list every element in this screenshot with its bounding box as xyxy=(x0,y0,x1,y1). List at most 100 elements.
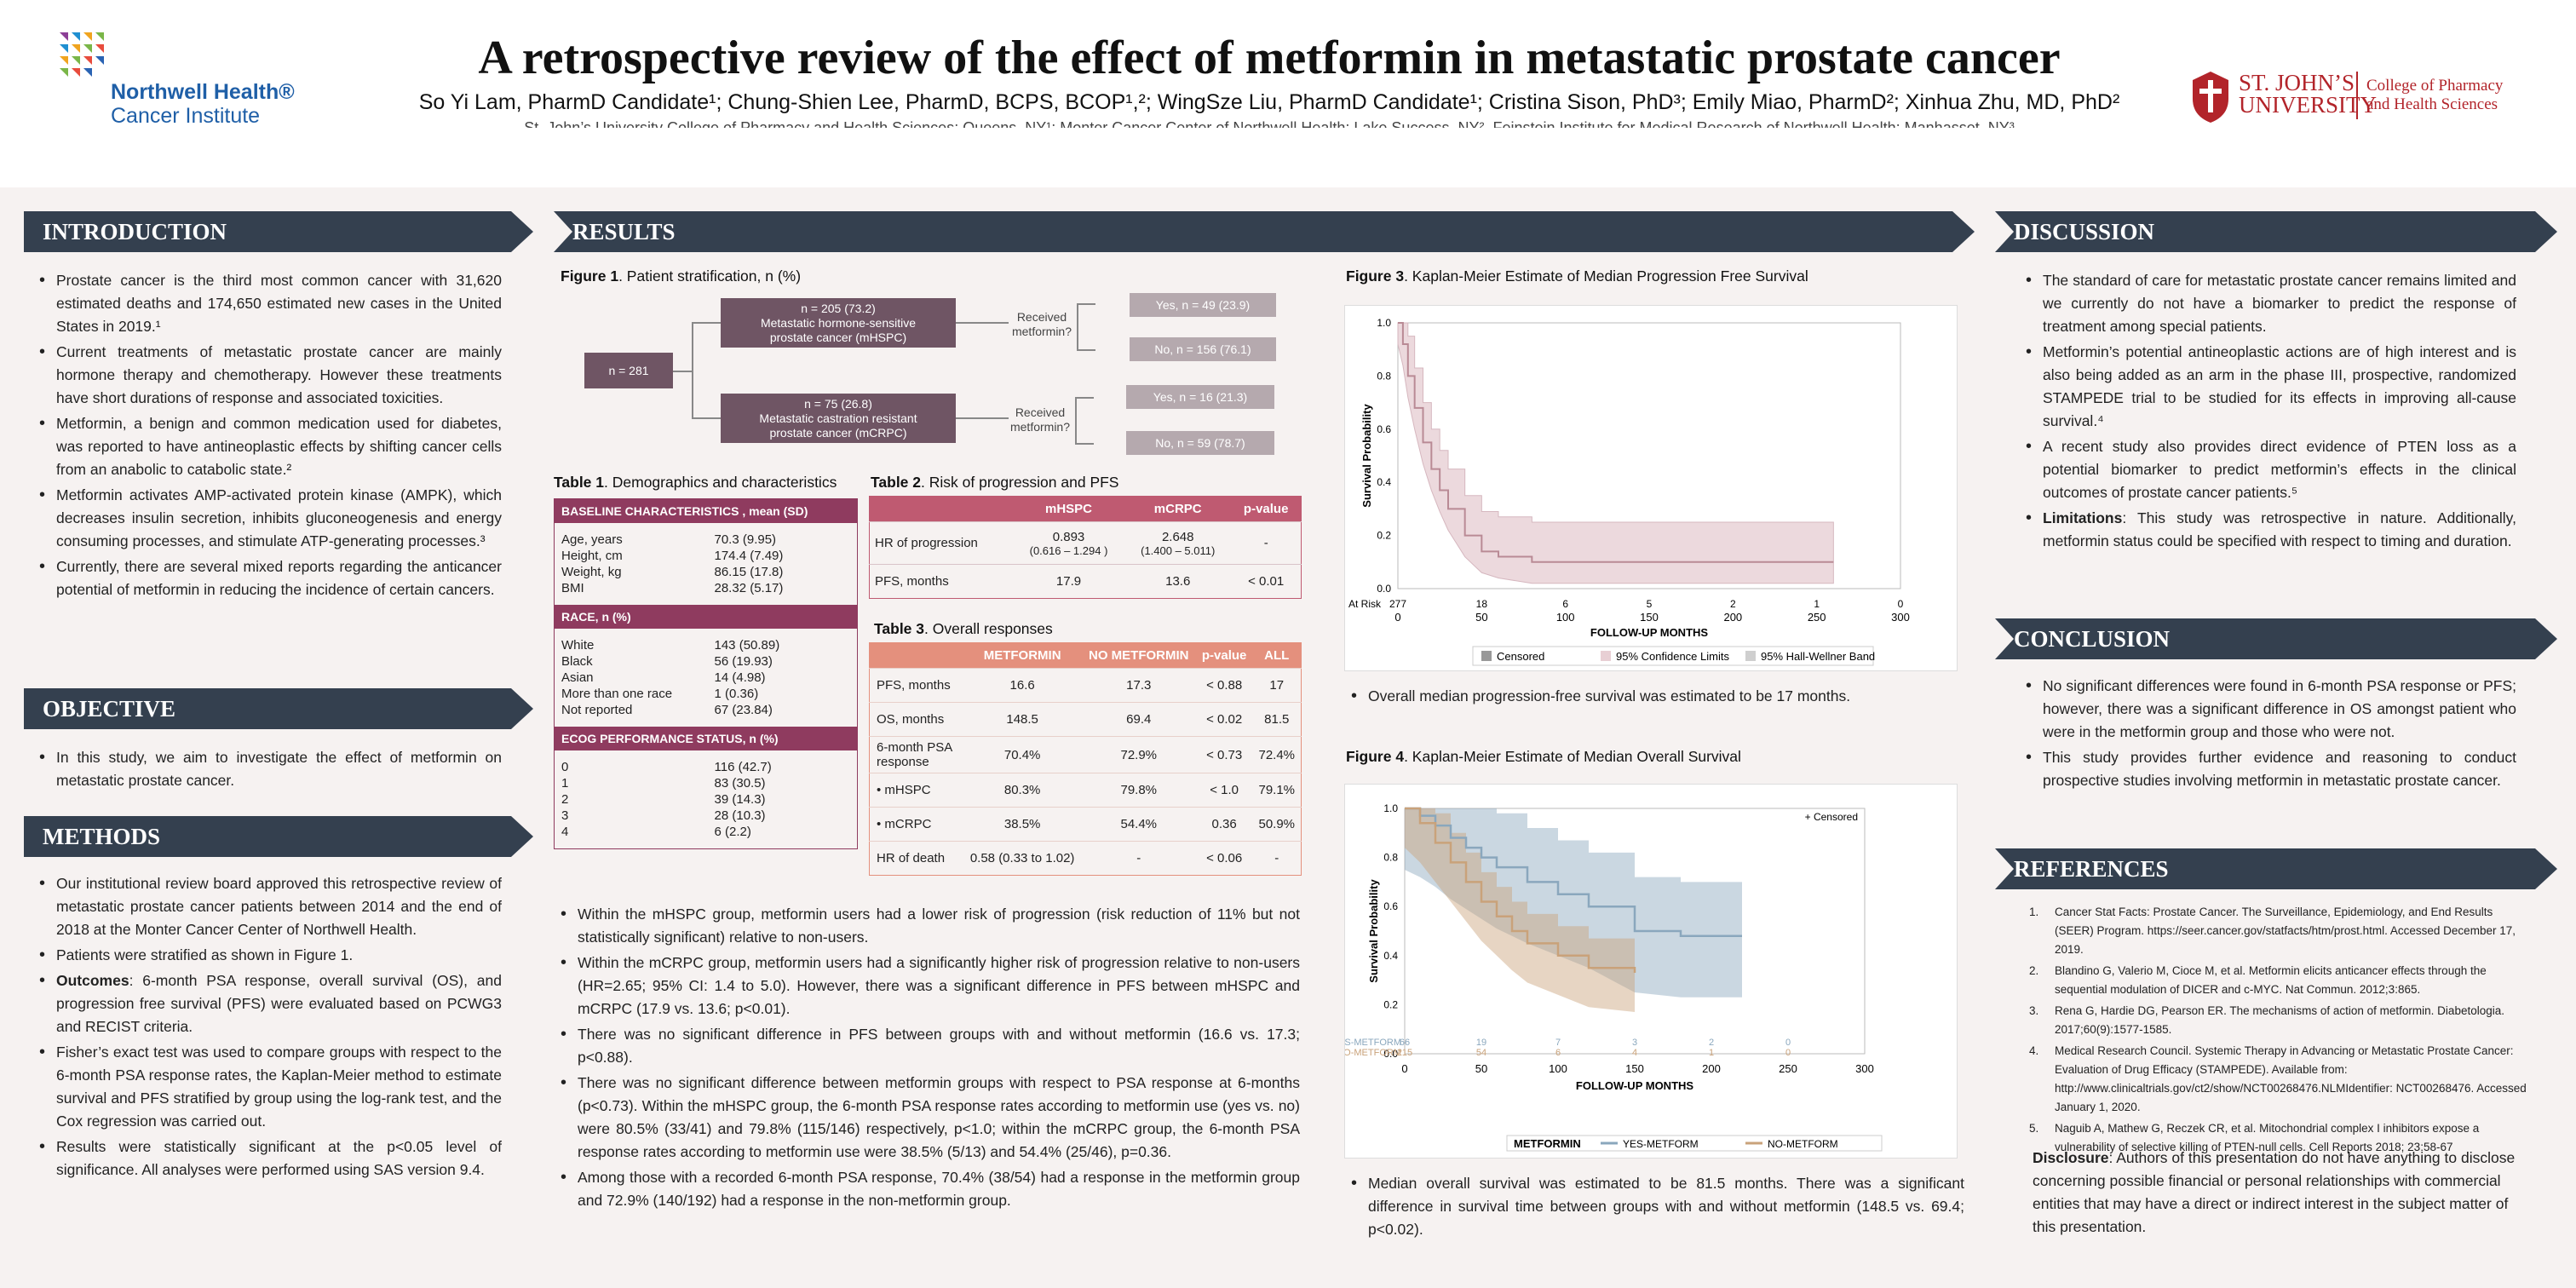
x-tick-label: 200 xyxy=(1702,1062,1721,1075)
x-tick-label: 100 xyxy=(1549,1062,1567,1075)
table2-header: mHSPC xyxy=(1012,496,1125,522)
methods-text: Our institutional review board approved … xyxy=(37,872,502,1184)
logo-tile xyxy=(60,56,68,65)
spacer xyxy=(555,718,858,727)
introduction-text: Prostate cancer is the third most common… xyxy=(37,269,502,604)
connector xyxy=(692,322,693,419)
table1-value: 143 (50.89) xyxy=(714,638,780,653)
table-row: 2 39 (14.3) xyxy=(555,791,858,808)
pfs-km-chart: 0.00.20.40.60.81.00 50 100 150 200 250 300FOLL… xyxy=(1348,317,1910,666)
spacer xyxy=(555,629,858,637)
table1-group-header: ECOG PERFORMANCE STATUS, n (%) xyxy=(554,727,858,750)
table3-cell: 38.5% xyxy=(963,807,1082,842)
x-tick-label: 150 xyxy=(1640,611,1659,624)
legend-swatch xyxy=(1481,651,1492,661)
table1-value: 6 (2.2) xyxy=(714,825,751,839)
table-row: PFS, months 17.9 13.6 < 0.01 xyxy=(869,564,1302,599)
intro-bullet: Metformin, a benign and common medicatio… xyxy=(37,412,502,481)
x-tick-label: 50 xyxy=(1475,1062,1487,1075)
northwell-logo-mark-icon xyxy=(60,32,104,77)
methods-bullet-text: Patients were stratified as shown in Fig… xyxy=(56,946,354,963)
legend-entry: Censored xyxy=(1497,650,1544,663)
logo-tile xyxy=(60,32,68,41)
reference-item: 5. Naguib A, Mathew G, Reczek CR, et al. … xyxy=(2029,1119,2532,1157)
table1-label: More than one race xyxy=(561,687,673,701)
table2-header xyxy=(869,496,1013,522)
connector xyxy=(1077,303,1078,351)
table2-cell: 2.648 (1.400 – 5.011) xyxy=(1124,521,1232,565)
legend: METFORMIN YES-METFORM NO-METFORM xyxy=(1506,1135,1883,1152)
legend-title: METFORMIN xyxy=(1514,1137,1581,1150)
table2-header: p-value xyxy=(1231,496,1302,522)
table-row: 4 6 (2.2) xyxy=(555,824,858,840)
table-row: • mCRPC 38.5% 54.4% 0.36 50.9% xyxy=(869,807,1302,842)
table2-header: mCRPC xyxy=(1124,496,1232,522)
question-label: Received metformin? xyxy=(1009,405,1071,434)
mcrpc-no-box: No, n = 59 (78.7) xyxy=(1126,431,1274,455)
legend: Censored 95% Confidence Limits 95% Hall-We… xyxy=(1472,646,1875,666)
confidence-band xyxy=(1405,808,1635,1013)
table1-label: Black xyxy=(561,654,593,669)
mhspc-box: n = 205 (73.2) Metastatic hormone-sensiti… xyxy=(721,298,956,348)
reference-text: Rena G, Hardie DG, Pearson ER. The mecha… xyxy=(2055,1004,2504,1036)
table3-cell: 72.9% xyxy=(1081,736,1196,773)
table-row: HR of progression 0.893 (0.616 – 1.294 ) 2.… xyxy=(869,521,1302,565)
y-axis-label: Survival Probability xyxy=(1367,879,1380,983)
logo-tile xyxy=(72,44,80,53)
at-risk-count: 0 xyxy=(1785,1038,1791,1048)
figure4-note: Median overall survival was estimated to… xyxy=(1349,1172,1964,1244)
methods-bullet: Our institutional review board approved … xyxy=(37,872,502,941)
table2-value: 13.6 xyxy=(1165,574,1191,589)
logo-tile xyxy=(95,44,104,53)
table-row: Not reported 67 (23.84) xyxy=(555,702,858,718)
logo-tile xyxy=(83,32,92,41)
methods-bullet: Results were statistically significant a… xyxy=(37,1136,502,1182)
x-tick-label: 200 xyxy=(1723,611,1742,624)
at-risk-count: 0 xyxy=(1785,1048,1791,1058)
reference-item: 3. Rena G, Hardie DG, Pearson ER. The mec… xyxy=(2029,1002,2532,1039)
table1-caption: Table 1. Demographics and characteristic… xyxy=(554,474,837,491)
table1-label: White xyxy=(561,638,595,653)
table2-ci: (0.616 – 1.294 ) xyxy=(1029,543,1108,557)
connector xyxy=(1077,349,1095,351)
reference-number: 1. xyxy=(2029,906,2039,918)
table1-group-title: BASELINE CHARACTERISTICS , mean (SD) xyxy=(554,498,858,523)
college-line1: College of Pharmacy xyxy=(2366,77,2504,95)
table3-header: NO METFORMIN xyxy=(1081,642,1196,669)
discussion-bullet: Metformin’s potential antineoplastic act… xyxy=(2024,341,2516,433)
table3-cell: 0.36 xyxy=(1195,807,1253,842)
methods-bullet: Fisher’s exact test was used to compare … xyxy=(37,1041,502,1133)
legend-entry: 95% Hall-Wellner Band xyxy=(1761,650,1875,663)
logo-tile xyxy=(72,32,80,41)
table1-label: Asian xyxy=(561,670,594,685)
table1-value: 83 (30.5) xyxy=(714,776,766,791)
northwell-logo: Northwell Health® Cancer Institute xyxy=(60,32,332,135)
logo-divider xyxy=(2356,72,2358,119)
objective-bullet: In this study, we aim to investigate the… xyxy=(37,746,502,792)
table1-value: 86.15 (17.8) xyxy=(714,565,784,579)
y-tick-label: 0.2 xyxy=(1383,998,1398,1010)
table2-label: PFS, months xyxy=(869,564,1013,599)
methods-bullet: Outcomes: 6-month PSA response, overall … xyxy=(37,969,502,1038)
at-risk-count: 2 xyxy=(1709,1038,1714,1048)
st-johns-logo: ST. JOHN’S UNIVERSITY College of Pharmacy… xyxy=(2186,68,2544,128)
methods-bullet-text: : 6-month PSA response, overall survival… xyxy=(56,972,502,1035)
table3-cell: 81.5 xyxy=(1252,702,1302,737)
at-risk-count: 0 xyxy=(1898,598,1904,610)
poster-title: A retrospective review of the effect of … xyxy=(478,32,2061,84)
table2-caption: Table 2. Risk of progression and PFS xyxy=(871,474,1119,491)
table1-value: 14 (4.98) xyxy=(714,670,766,685)
table3-label: HR of death xyxy=(869,841,963,876)
table1-group-header: BASELINE CHARACTERISTICS , mean (SD) xyxy=(554,498,858,523)
discussion-bullet-text: Metformin’s potential antineoplastic act… xyxy=(2043,343,2516,429)
methods-bullet-bold: Outcomes xyxy=(56,972,129,989)
discussion-bullet: Limitations: This study was retrospectiv… xyxy=(2024,507,2516,553)
x-tick-label: 0 xyxy=(1394,611,1400,624)
table2-value: 0.893 xyxy=(1052,529,1085,544)
reference-item: 1. Cancer Stat Facts: Prostate Cancer. Th… xyxy=(2029,903,2532,959)
censored-legend: + Censored xyxy=(1805,811,1858,823)
logo-tile xyxy=(60,68,68,77)
section-results: RESULTS xyxy=(554,211,1975,252)
table1-value: 116 (42.7) xyxy=(714,760,772,774)
